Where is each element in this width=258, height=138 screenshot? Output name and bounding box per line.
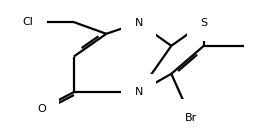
Text: O: O xyxy=(37,104,46,114)
Text: N: N xyxy=(135,18,143,28)
Text: Cl: Cl xyxy=(22,17,33,27)
Text: Br: Br xyxy=(185,113,197,123)
Text: N: N xyxy=(135,87,143,97)
Text: S: S xyxy=(200,18,207,28)
